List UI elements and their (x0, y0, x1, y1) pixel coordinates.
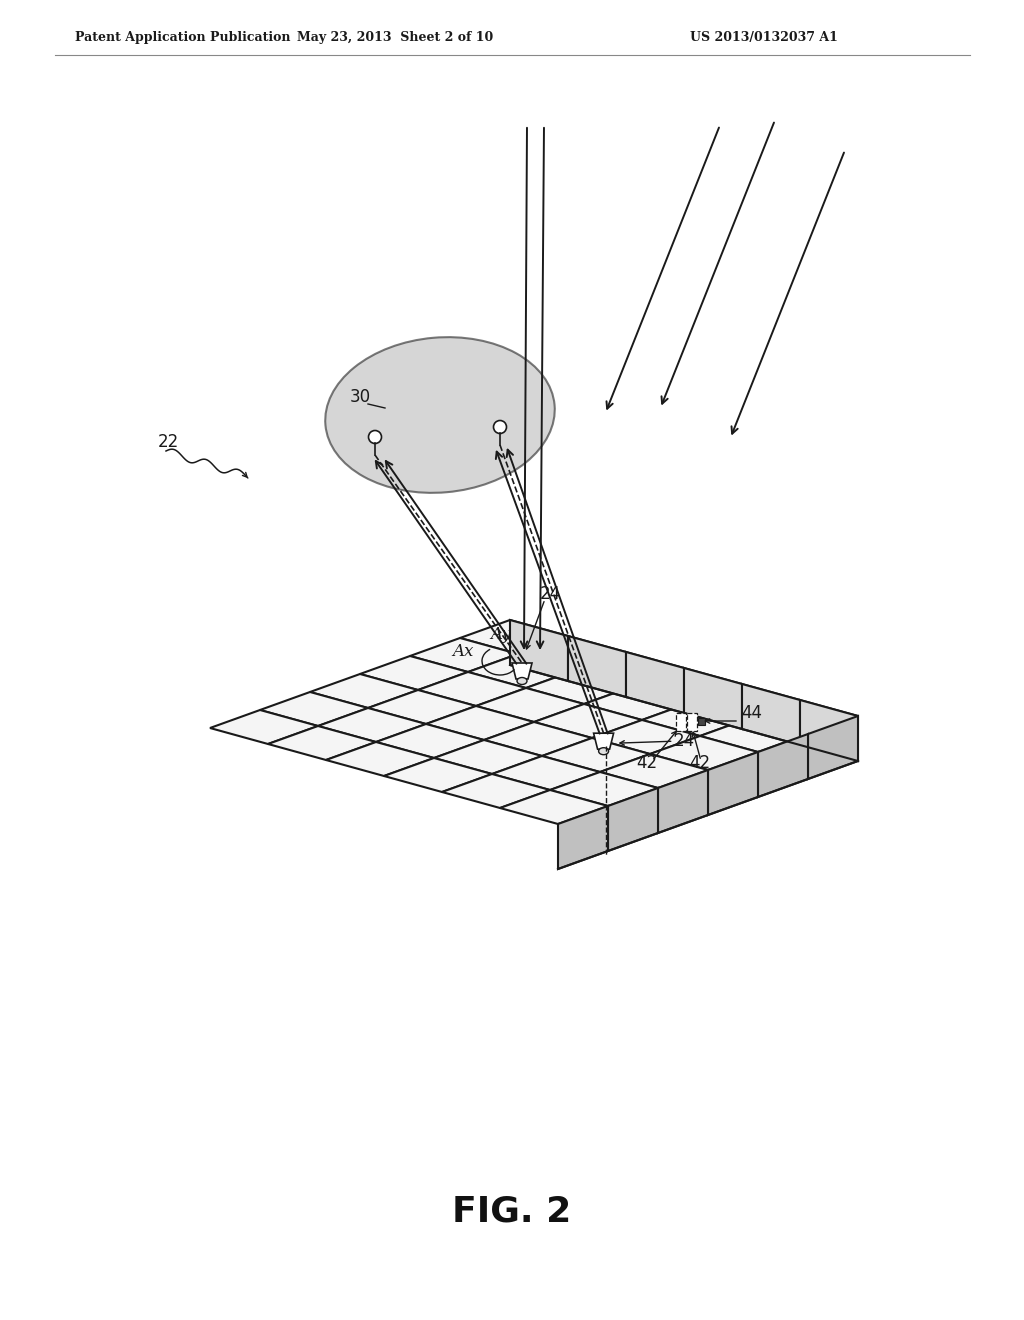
Polygon shape (608, 788, 658, 851)
Text: Patent Application Publication: Patent Application Publication (75, 30, 291, 44)
Bar (687, 713, 697, 731)
Text: 22: 22 (158, 433, 179, 451)
Polygon shape (592, 719, 700, 754)
Polygon shape (384, 758, 492, 792)
Polygon shape (626, 652, 684, 713)
Polygon shape (500, 789, 608, 824)
Polygon shape (476, 688, 584, 722)
Polygon shape (260, 692, 368, 726)
Polygon shape (634, 668, 742, 702)
Polygon shape (326, 742, 434, 776)
Polygon shape (268, 726, 376, 760)
Polygon shape (368, 690, 476, 723)
Polygon shape (650, 737, 758, 770)
Polygon shape (468, 653, 575, 688)
Polygon shape (750, 700, 858, 734)
Polygon shape (376, 723, 484, 758)
Text: 24: 24 (674, 733, 694, 750)
Ellipse shape (369, 430, 382, 444)
Polygon shape (800, 700, 858, 762)
Polygon shape (550, 772, 658, 807)
Ellipse shape (599, 747, 608, 755)
Text: US 2013/0132037 A1: US 2013/0132037 A1 (690, 30, 838, 44)
Polygon shape (600, 754, 708, 788)
Text: Ax: Ax (452, 643, 473, 660)
Ellipse shape (326, 337, 555, 492)
Bar (676, 713, 686, 731)
Polygon shape (492, 756, 600, 789)
Text: 42: 42 (689, 754, 710, 772)
Polygon shape (575, 652, 684, 686)
Polygon shape (758, 734, 808, 797)
Polygon shape (808, 715, 858, 779)
Polygon shape (510, 620, 568, 681)
Polygon shape (534, 704, 642, 738)
Polygon shape (742, 684, 800, 744)
Text: 44: 44 (741, 704, 762, 722)
Polygon shape (410, 638, 518, 672)
Polygon shape (318, 708, 426, 742)
Text: 42: 42 (636, 754, 657, 772)
Polygon shape (512, 663, 532, 678)
Polygon shape (684, 668, 742, 729)
Ellipse shape (517, 677, 527, 685)
Text: 30: 30 (350, 388, 371, 407)
Polygon shape (692, 684, 800, 718)
Text: FIG. 2: FIG. 2 (453, 1195, 571, 1229)
Polygon shape (310, 675, 418, 708)
Polygon shape (484, 722, 592, 756)
Polygon shape (594, 733, 613, 750)
Polygon shape (568, 636, 626, 697)
Polygon shape (418, 672, 526, 706)
Polygon shape (584, 686, 692, 719)
Polygon shape (460, 620, 568, 653)
Polygon shape (434, 741, 542, 774)
Polygon shape (700, 718, 808, 752)
Polygon shape (658, 770, 708, 833)
Polygon shape (642, 702, 750, 737)
Polygon shape (708, 752, 758, 814)
Polygon shape (442, 774, 550, 808)
Polygon shape (542, 738, 650, 772)
Polygon shape (518, 636, 626, 671)
Text: Ay: Ay (490, 626, 511, 643)
Polygon shape (558, 807, 608, 869)
Text: 24: 24 (540, 585, 561, 603)
Bar (698, 718, 705, 725)
Polygon shape (210, 710, 318, 744)
Polygon shape (526, 671, 634, 704)
Text: May 23, 2013  Sheet 2 of 10: May 23, 2013 Sheet 2 of 10 (297, 30, 494, 44)
Polygon shape (426, 706, 534, 741)
Ellipse shape (494, 421, 507, 433)
Polygon shape (360, 656, 468, 690)
